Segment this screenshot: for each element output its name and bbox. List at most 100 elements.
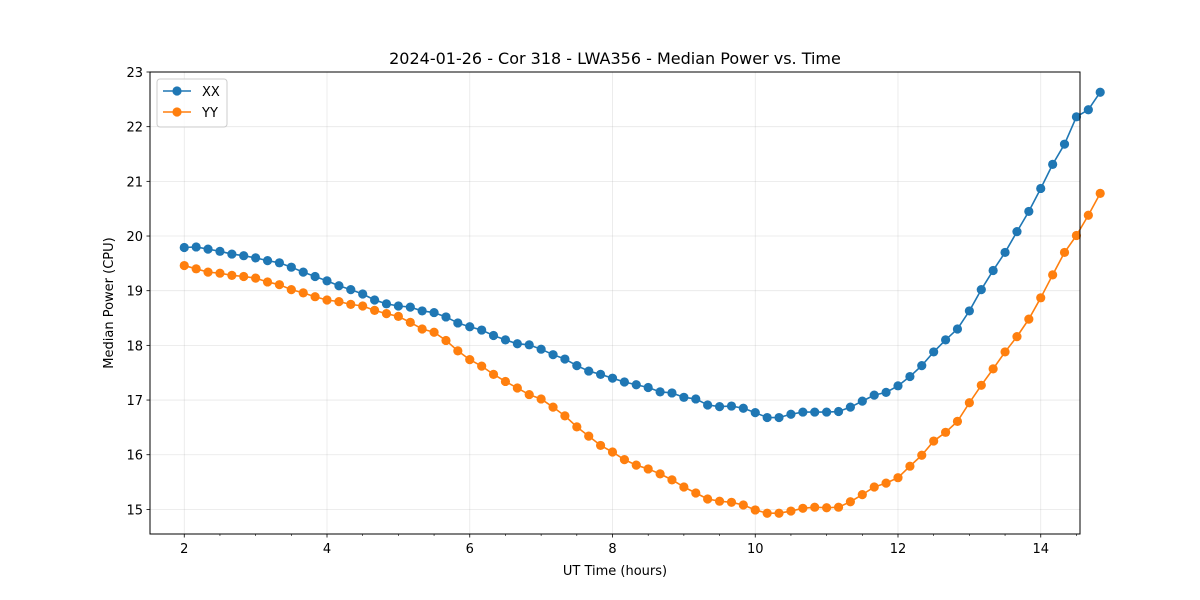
data-point-yy[interactable] xyxy=(667,475,677,485)
data-point-yy[interactable] xyxy=(1036,293,1046,303)
data-point-xx[interactable] xyxy=(1083,105,1093,115)
data-point-yy[interactable] xyxy=(465,354,475,365)
data-point-yy[interactable] xyxy=(393,311,403,321)
data-point-yy[interactable] xyxy=(286,285,296,295)
data-point-xx[interactable] xyxy=(833,406,844,417)
data-point-yy[interactable] xyxy=(964,398,974,408)
data-point-yy[interactable] xyxy=(607,447,618,457)
data-point-yy[interactable] xyxy=(488,369,499,379)
data-point-yy[interactable] xyxy=(441,335,451,346)
data-point-xx[interactable] xyxy=(1071,112,1082,122)
data-point-xx[interactable] xyxy=(1024,206,1034,217)
data-point-xx[interactable] xyxy=(393,301,403,311)
data-point-yy[interactable] xyxy=(786,506,796,516)
data-point-xx[interactable] xyxy=(964,306,974,316)
data-point-yy[interactable] xyxy=(1000,347,1010,357)
data-point-xx[interactable] xyxy=(1012,227,1022,237)
data-point-yy[interactable] xyxy=(251,273,261,283)
data-point-yy[interactable] xyxy=(1071,230,1082,241)
data-point-yy[interactable] xyxy=(952,416,963,426)
data-point-xx[interactable] xyxy=(429,307,439,318)
data-point-yy[interactable] xyxy=(988,364,998,374)
data-point-xx[interactable] xyxy=(738,403,748,413)
data-point-yy[interactable] xyxy=(881,478,891,488)
data-point-xx[interactable] xyxy=(714,402,725,412)
data-point-yy[interactable] xyxy=(893,473,903,483)
data-point-yy[interactable] xyxy=(370,305,380,315)
data-point-yy[interactable] xyxy=(691,488,701,498)
data-point-yy[interactable] xyxy=(322,295,332,305)
data-point-xx[interactable] xyxy=(524,340,534,350)
data-point-yy[interactable] xyxy=(714,496,725,506)
data-point-xx[interactable] xyxy=(405,302,415,312)
data-point-yy[interactable] xyxy=(810,502,820,512)
data-point-xx[interactable] xyxy=(988,265,998,276)
data-point-yy[interactable] xyxy=(191,264,201,274)
data-point-yy[interactable] xyxy=(512,383,522,393)
data-point-yy[interactable] xyxy=(845,497,855,507)
data-point-xx[interactable] xyxy=(227,249,237,259)
data-point-yy[interactable] xyxy=(762,508,772,518)
data-point-xx[interactable] xyxy=(203,244,213,254)
data-point-xx[interactable] xyxy=(762,412,772,423)
data-point-xx[interactable] xyxy=(262,256,273,266)
data-point-yy[interactable] xyxy=(429,327,439,337)
data-point-xx[interactable] xyxy=(358,289,368,299)
data-point-xx[interactable] xyxy=(370,295,380,305)
data-point-yy[interactable] xyxy=(976,380,986,390)
data-point-yy[interactable] xyxy=(572,422,582,432)
data-point-yy[interactable] xyxy=(703,494,713,504)
data-point-xx[interactable] xyxy=(595,369,606,379)
data-point-xx[interactable] xyxy=(619,377,630,387)
data-point-xx[interactable] xyxy=(857,396,867,406)
data-point-xx[interactable] xyxy=(251,253,261,263)
data-point-xx[interactable] xyxy=(917,361,927,371)
data-point-xx[interactable] xyxy=(322,276,332,286)
data-point-xx[interactable] xyxy=(893,381,903,391)
data-point-yy[interactable] xyxy=(1048,270,1058,280)
data-point-xx[interactable] xyxy=(869,390,879,400)
data-point-yy[interactable] xyxy=(524,389,534,400)
data-point-xx[interactable] xyxy=(239,251,249,261)
data-point-yy[interactable] xyxy=(584,431,594,441)
data-point-xx[interactable] xyxy=(274,258,284,268)
data-point-yy[interactable] xyxy=(1012,332,1022,342)
data-point-yy[interactable] xyxy=(929,436,939,446)
data-point-xx[interactable] xyxy=(500,335,511,345)
data-point-xx[interactable] xyxy=(560,354,570,364)
data-point-xx[interactable] xyxy=(667,388,677,398)
data-point-yy[interactable] xyxy=(869,482,879,492)
data-point-xx[interactable] xyxy=(691,394,701,404)
data-point-xx[interactable] xyxy=(631,380,641,390)
data-point-xx[interactable] xyxy=(191,242,201,252)
legend[interactable]: XX YY xyxy=(156,78,228,128)
data-point-yy[interactable] xyxy=(833,502,844,512)
data-point-yy[interactable] xyxy=(905,461,915,471)
data-point-xx[interactable] xyxy=(655,387,665,397)
data-point-xx[interactable] xyxy=(1059,139,1070,149)
data-point-yy[interactable] xyxy=(560,411,570,421)
data-point-yy[interactable] xyxy=(453,346,463,356)
data-point-yy[interactable] xyxy=(548,402,558,412)
data-point-yy[interactable] xyxy=(679,482,689,492)
data-point-yy[interactable] xyxy=(941,427,951,437)
data-point-xx[interactable] xyxy=(607,373,618,383)
data-point-yy[interactable] xyxy=(298,288,308,298)
data-point-xx[interactable] xyxy=(179,242,189,253)
data-point-xx[interactable] xyxy=(810,407,820,417)
data-point-xx[interactable] xyxy=(346,285,356,295)
data-point-xx[interactable] xyxy=(286,262,296,272)
data-point-xx[interactable] xyxy=(1095,87,1105,97)
data-point-xx[interactable] xyxy=(215,246,225,256)
data-point-xx[interactable] xyxy=(310,271,320,282)
data-point-yy[interactable] xyxy=(500,376,511,387)
data-point-xx[interactable] xyxy=(941,335,951,345)
data-point-yy[interactable] xyxy=(631,460,641,470)
data-point-xx[interactable] xyxy=(703,400,713,410)
data-point-yy[interactable] xyxy=(1024,314,1034,324)
data-point-xx[interactable] xyxy=(334,281,344,291)
data-point-yy[interactable] xyxy=(405,317,415,328)
data-point-xx[interactable] xyxy=(512,339,522,349)
data-point-xx[interactable] xyxy=(488,330,499,341)
data-point-yy[interactable] xyxy=(358,301,368,311)
